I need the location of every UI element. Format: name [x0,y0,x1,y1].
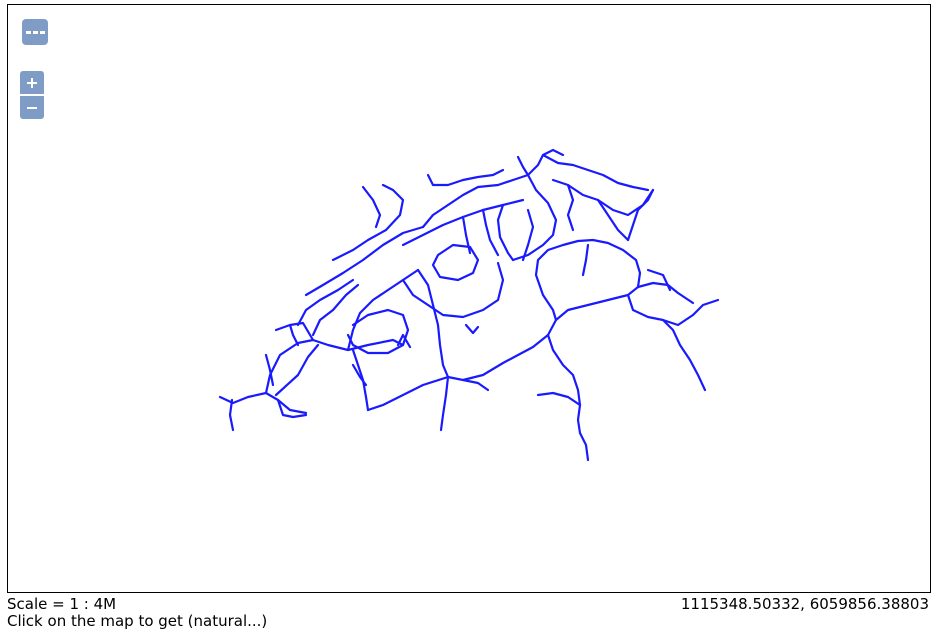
rail-line [516,155,530,177]
scale-text: Scale = 1 : 4M [7,595,117,613]
rail-line [566,183,575,232]
rail-line [366,375,450,412]
layer-switcher-button[interactable] [22,19,48,45]
rail-line [496,203,515,262]
rail-line [396,333,412,349]
rail-line [346,268,420,352]
rail-line [264,338,315,395]
rail-line [274,321,315,342]
rail-line [661,318,707,392]
rail-line [228,398,235,432]
rail-network-layer [218,148,720,462]
hint-text: Click on the map to get (natural...) [7,612,268,630]
rail-line [351,363,368,387]
mouse-coordinates: 1115348.50332, 6059856.38803 [680,595,929,613]
rail-line [534,238,642,337]
zoom-out-button[interactable] [20,96,44,119]
rail-line [541,153,650,192]
rail-line [546,333,590,462]
rail-line [596,198,630,242]
rail-line [274,343,320,397]
rail-line [426,168,505,187]
rail-line [511,173,558,262]
rail-line [636,281,695,305]
rail-line [346,308,410,355]
rail-line [446,375,490,392]
rail-line [311,283,360,337]
rail-line [331,183,405,262]
rail-line [264,353,275,387]
rail-line [536,391,582,407]
rail-line [496,148,565,187]
rail-line [461,333,550,382]
rail-line [218,391,308,415]
map-viewport[interactable] [7,4,931,593]
rail-line [646,268,672,292]
rail-line [464,323,480,335]
rail-line [416,268,450,379]
minus-icon [27,103,37,113]
rail-line [276,398,308,419]
rail-line [296,278,355,327]
rail-line [626,188,655,242]
rail-line [304,225,425,297]
layer-switcher-icon [25,30,45,34]
rail-line [581,243,590,277]
plus-icon [27,77,37,88]
rail-line [439,375,450,432]
rail-line [351,348,370,412]
rail-line [361,185,382,229]
rail-line [421,183,500,229]
rail-line [481,208,500,257]
rail-line [626,293,720,327]
rail-line [521,208,535,262]
rail-line [401,261,505,319]
rail-line [431,243,480,282]
zoom-in-button[interactable] [20,71,44,94]
rail-line [288,323,300,347]
